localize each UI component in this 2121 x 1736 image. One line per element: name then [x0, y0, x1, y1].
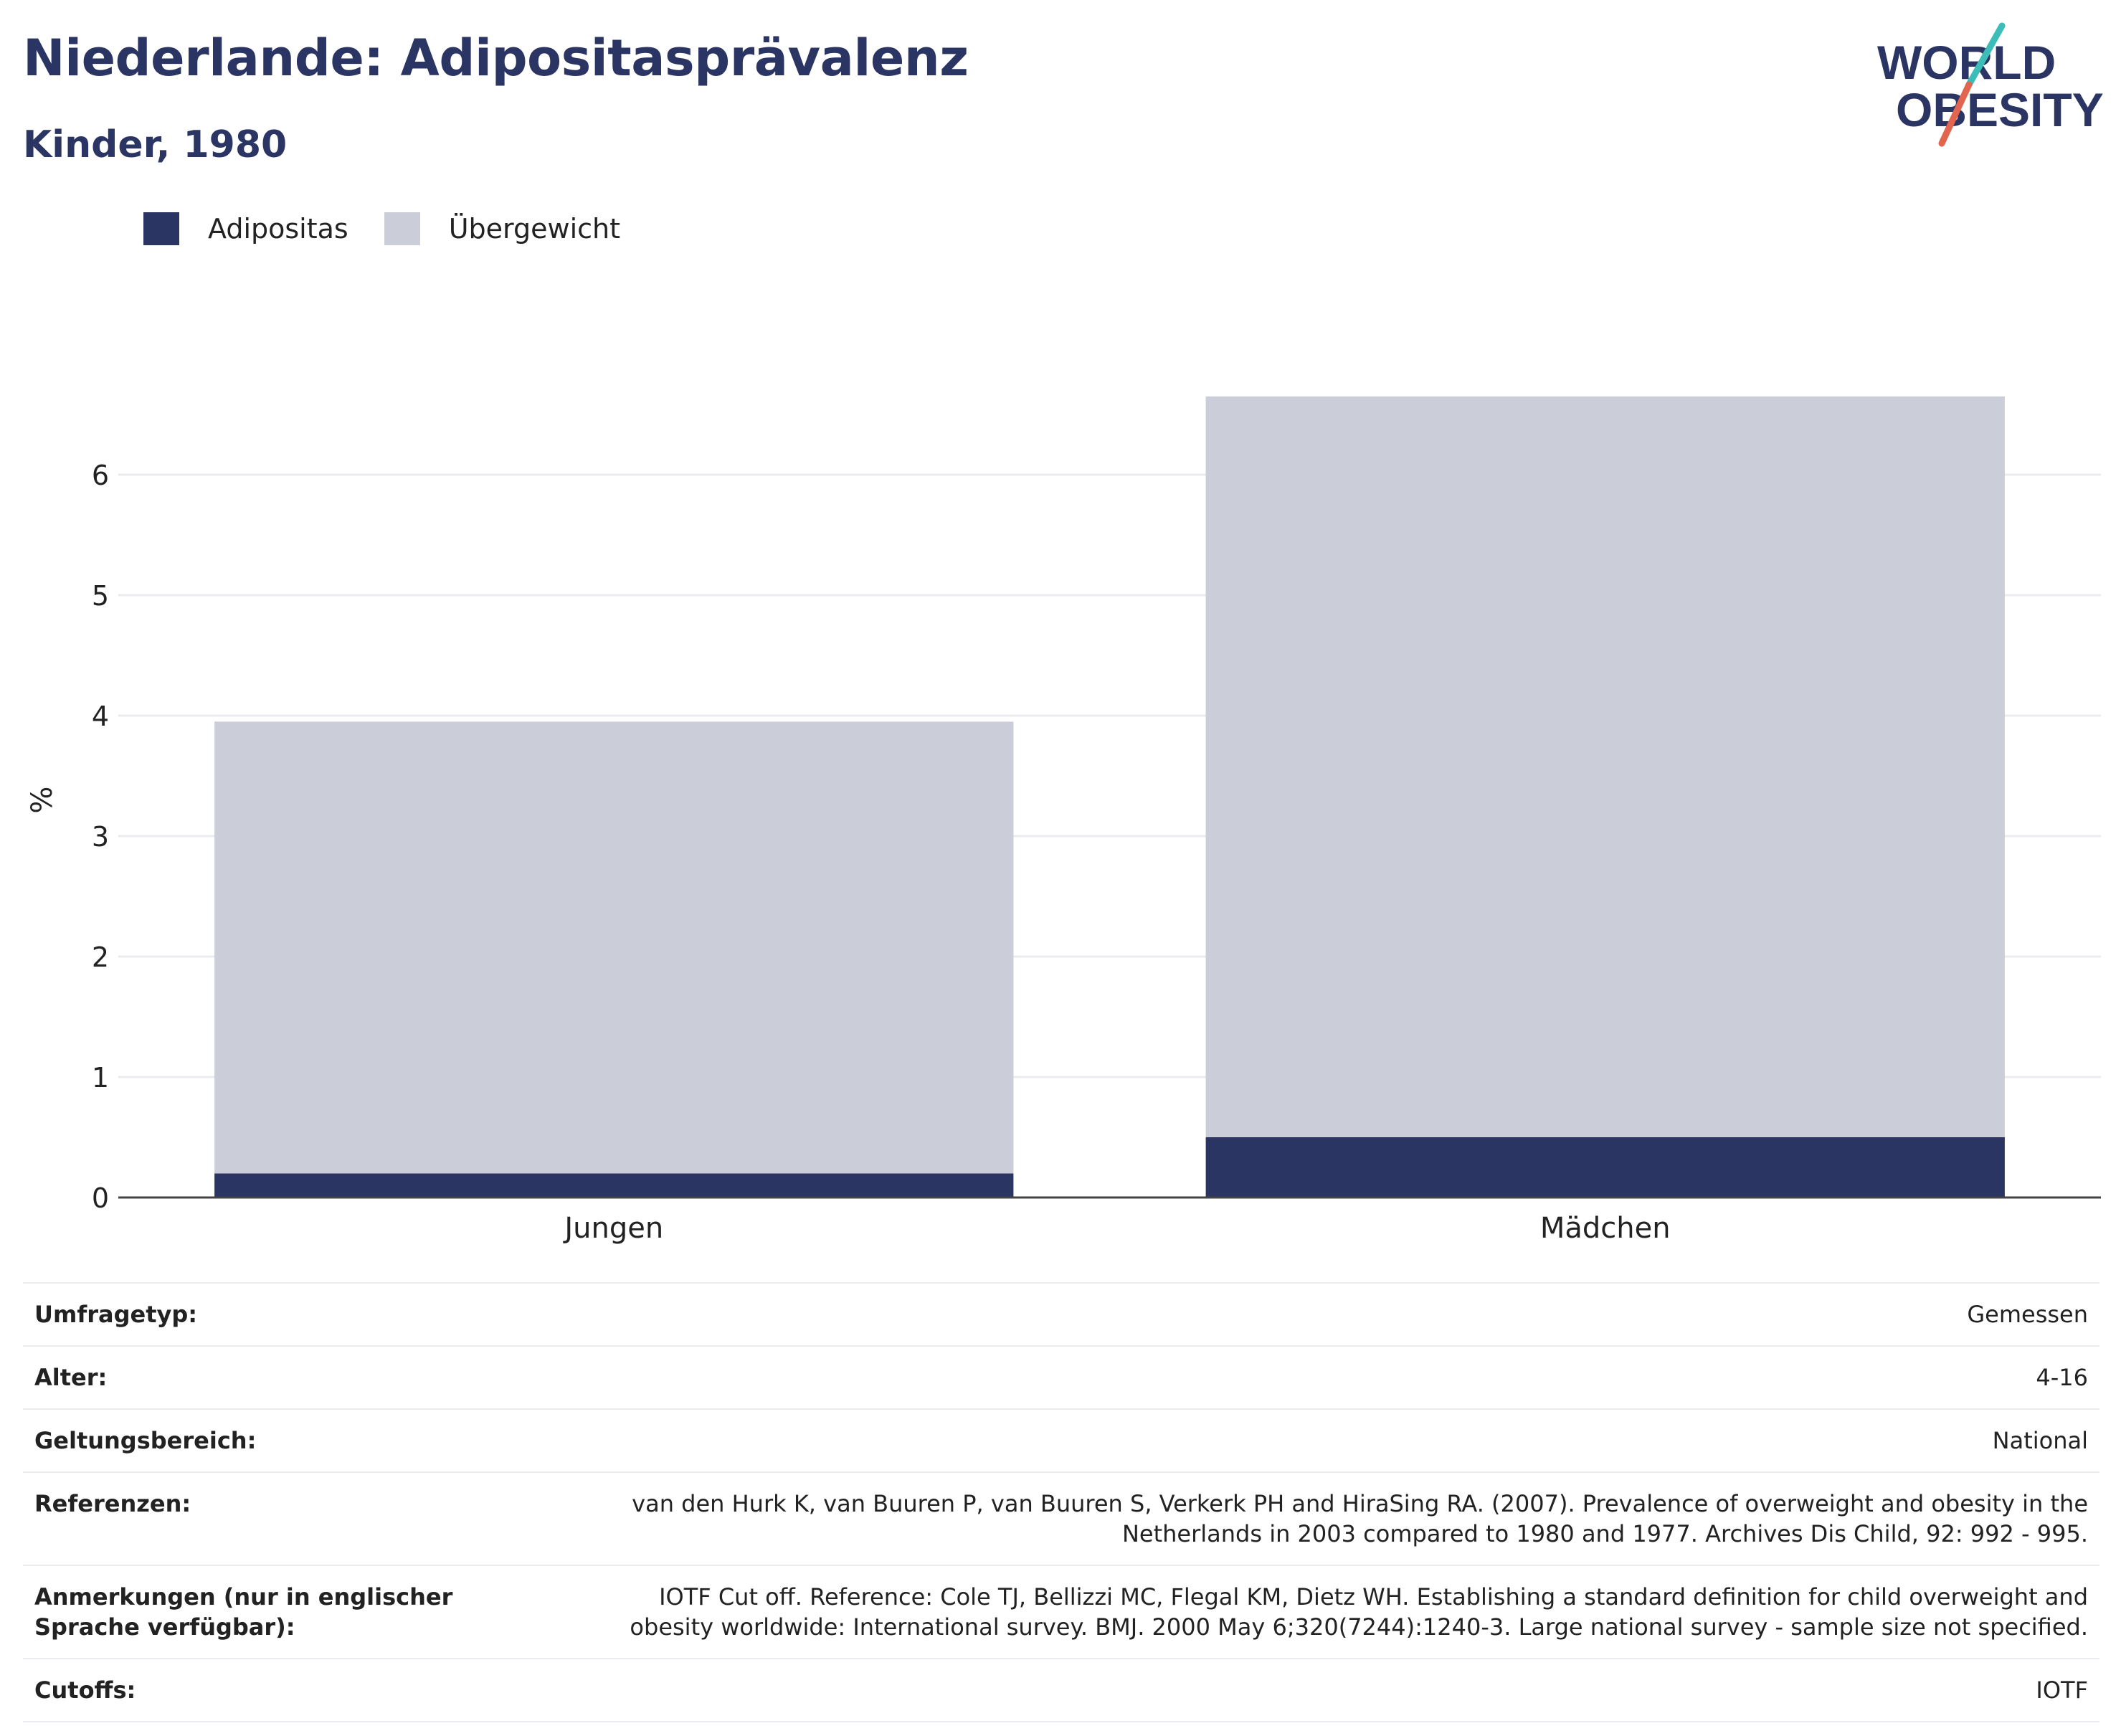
info-key: Umfragetyp: [23, 1282, 562, 1346]
info-value: IOTF [562, 1658, 2099, 1722]
legend-item-adipositas[interactable]: Adipositas [143, 212, 348, 245]
page-subtitle: Kinder, 1980 [23, 123, 288, 166]
world-obesity-logo: WORLD OBESITY [1877, 22, 2104, 147]
info-row: Cutoffs: IOTF [23, 1658, 2099, 1722]
info-row: Geltungsbereich: National [23, 1408, 2099, 1472]
y-axis-label: % [26, 787, 59, 814]
info-value: 4-16 [562, 1345, 2099, 1409]
info-key: Referenzen: [23, 1471, 562, 1565]
x-tick-label: Mädchen [1540, 1212, 1671, 1245]
info-value: IOTF Cut off. Reference: Cole TJ, Belliz… [562, 1565, 2099, 1659]
info-row: Alter: 4-16 [23, 1345, 2099, 1409]
info-value: Gemessen [562, 1282, 2099, 1346]
chart-legend: Adipositas Übergewicht [143, 212, 656, 245]
legend-label-adipositas: Adipositas [208, 213, 348, 245]
bar-adipositas-maedchen [1205, 1137, 2005, 1197]
y-tick-label: 5 [92, 580, 109, 612]
info-key: Anmerkungen (nur in englischer Sprache v… [23, 1565, 562, 1659]
y-tick-label: 6 [92, 460, 109, 491]
info-key: Alter: [23, 1345, 562, 1409]
logo-slash-top [1965, 22, 2006, 88]
bar-adipositas-jungen [214, 1173, 1014, 1197]
info-row: Umfragetyp: Gemessen [23, 1282, 2099, 1346]
stacked-bar-chart: 0 1 2 3 4 5 6% Jungen Mädchen [26, 396, 2101, 1245]
x-tick-label: Jungen [562, 1212, 663, 1245]
bar-uebergewicht-jungen [214, 721, 1014, 1174]
legend-item-uebergewicht[interactable]: Übergewicht [384, 212, 620, 245]
info-value: van den Hurk K, van Buuren P, van Buuren… [562, 1471, 2099, 1565]
info-row: Referenzen: van den Hurk K, van Buuren P,… [23, 1471, 2099, 1565]
survey-info-table: Umfragetyp: Gemessen Alter: 4-16 Geltungsber… [23, 1282, 2099, 1722]
bar-uebergewicht-maedchen [1205, 396, 2005, 1137]
legend-swatch-uebergewicht [384, 212, 420, 245]
y-tick-label: 4 [92, 701, 109, 732]
legend-label-uebergewicht: Übergewicht [448, 213, 620, 245]
info-key: Cutoffs: [23, 1658, 562, 1722]
info-key: Geltungsbereich: [23, 1408, 562, 1472]
y-tick-label: 2 [92, 941, 109, 973]
legend-swatch-adipositas [143, 212, 179, 245]
info-row: Anmerkungen (nur in englischer Sprache v… [23, 1565, 2099, 1659]
logo-text-obesity: OBESITY [1896, 83, 2104, 136]
info-value: National [562, 1408, 2099, 1472]
y-tick-label: 1 [92, 1062, 109, 1094]
logo-text-world: WORLD [1877, 36, 2056, 89]
page-title: Niederlande: Adipositasprävalenz [23, 29, 969, 87]
y-tick-label: 0 [92, 1182, 109, 1214]
y-tick-label: 3 [92, 821, 109, 853]
logo-slash-bottom [1938, 81, 1973, 147]
